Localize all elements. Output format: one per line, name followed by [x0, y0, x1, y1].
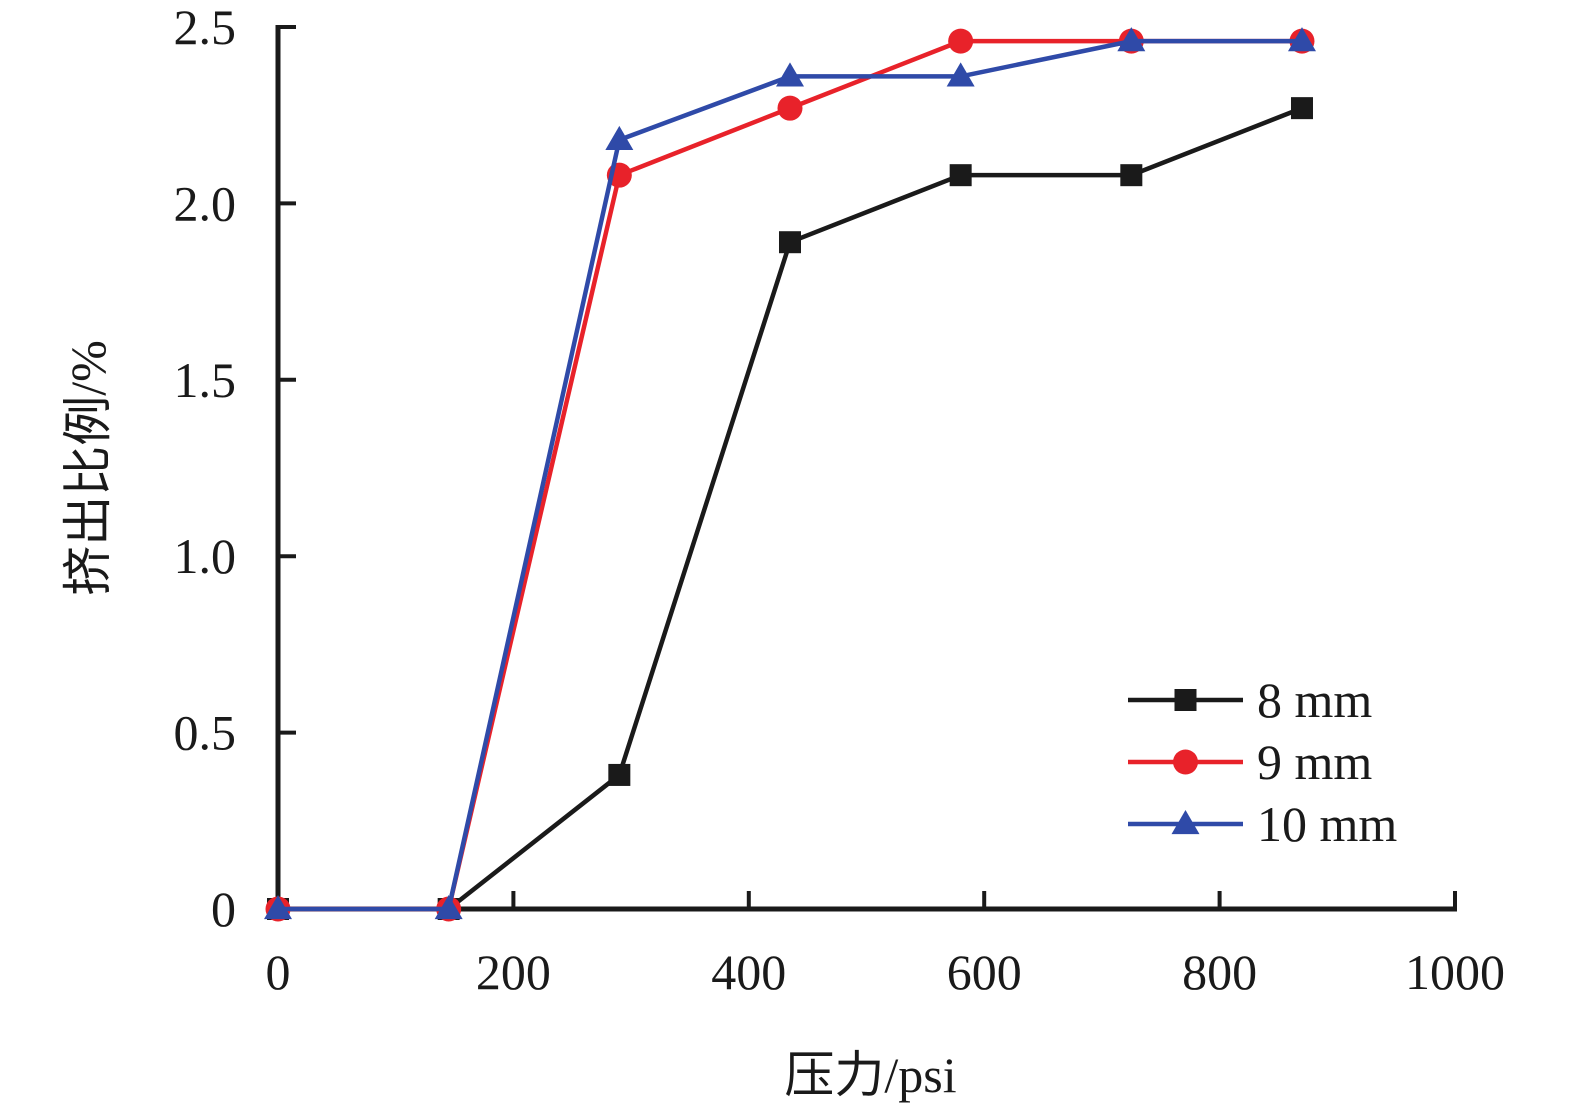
legend-marker: [1171, 810, 1200, 835]
legend-marker: [1173, 749, 1198, 775]
series-9-mm: [265, 28, 1315, 922]
y-tick-label: 0: [211, 881, 236, 937]
data-point: [778, 231, 801, 254]
data-point: [1290, 97, 1313, 120]
x-tick-label: 600: [947, 944, 1022, 1000]
legend-label: 9 mm: [1257, 734, 1372, 790]
data-point: [608, 763, 631, 786]
data-point: [605, 125, 634, 150]
legend-marker: [1174, 689, 1197, 711]
x-axis-title: 压力/psi: [784, 1047, 956, 1103]
data-point: [948, 28, 974, 54]
y-axis-title: 挤出比例/%: [60, 340, 116, 596]
legend-item: 9 mm: [1128, 734, 1372, 790]
data-point: [949, 164, 972, 187]
series-line: [278, 106, 1303, 912]
data-point: [946, 62, 975, 87]
series-line: [278, 38, 1302, 912]
data-point: [777, 95, 803, 121]
x-tick-label: 200: [476, 944, 551, 1000]
series-10-mm: [264, 27, 1316, 920]
x-tick-label: 400: [711, 944, 786, 1000]
legend: 8 mm 9 mm 10 mm: [1128, 672, 1397, 852]
legend-item: 8 mm: [1128, 672, 1372, 728]
x-tick-label: 0: [266, 944, 291, 1000]
x-tick-label: 800: [1182, 944, 1257, 1000]
y-tick-label: 1.5: [174, 352, 237, 408]
x-tick-label: 1000: [1405, 944, 1505, 1000]
series-layer: [264, 27, 1316, 922]
series-line: [278, 38, 1302, 912]
legend-item: 10 mm: [1128, 796, 1397, 852]
y-tick-label: 2.5: [174, 0, 237, 55]
data-point: [264, 895, 292, 920]
data-point: [1117, 27, 1146, 52]
legend-label: 8 mm: [1257, 672, 1372, 728]
ticks: 0 200 400 600 800 1000 0 0.5 1.0 1.5 2.0 2.5: [174, 0, 1506, 1000]
series-8-mm: [267, 97, 1313, 920]
data-point: [775, 62, 804, 87]
legend-label: 10 mm: [1257, 796, 1397, 852]
y-tick-label: 2.0: [174, 175, 237, 231]
y-tick-label: 1.0: [174, 528, 237, 584]
axes: [275, 25, 1457, 912]
data-point: [1120, 164, 1143, 187]
data-point: [434, 895, 463, 920]
y-tick-label: 0.5: [174, 705, 237, 761]
data-point: [1287, 27, 1316, 52]
